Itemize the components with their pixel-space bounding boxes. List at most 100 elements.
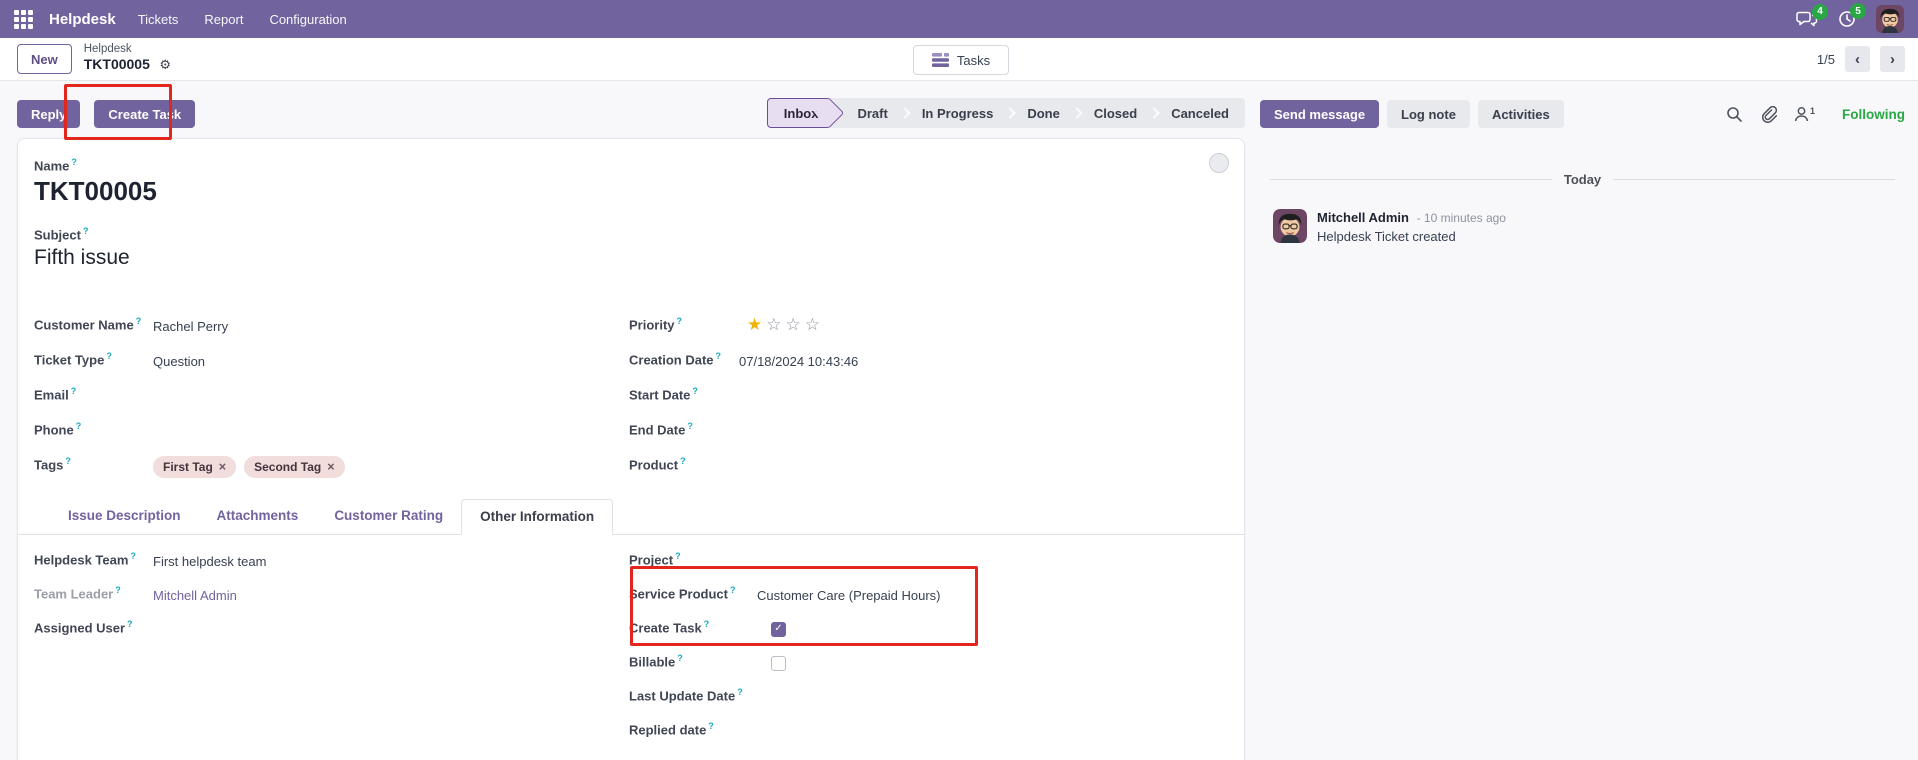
priority-stars: ★ ☆ ☆ ☆ <box>747 315 820 335</box>
followers-icon[interactable]: 1 <box>1794 106 1815 122</box>
service-product-label: Service Product? <box>629 584 736 601</box>
new-button[interactable]: New <box>17 44 72 74</box>
log-note-button[interactable]: Log note <box>1387 100 1470 128</box>
breadcrumb-parent[interactable]: Helpdesk <box>83 43 132 56</box>
app-name[interactable]: Helpdesk <box>49 10 116 28</box>
status-draft[interactable]: Draft <box>857 105 888 121</box>
chatter-header: Send message Log note Activities 1 <box>1260 100 1905 128</box>
product-label: Product? <box>629 455 686 472</box>
tag-pill[interactable]: Second Tag × <box>244 455 345 478</box>
tasks-stat-button[interactable]: Tasks <box>913 45 1009 75</box>
tab-customer-rating[interactable]: Customer Rating <box>334 507 444 523</box>
ticket-type-value[interactable]: Question <box>153 353 206 369</box>
last-update-date-label: Last Update Date? <box>629 686 743 703</box>
menu-tickets[interactable]: Tickets <box>137 11 179 27</box>
pager-next-button[interactable]: › <box>1880 46 1905 72</box>
menu-configuration[interactable]: Configuration <box>269 11 347 27</box>
fields-right-column: Priority? ★ ☆ ☆ ☆ Creation Date? 07/18/2… <box>629 315 1228 491</box>
status-inbox[interactable]: Inbox <box>766 98 832 128</box>
help-marker: ? <box>70 385 77 396</box>
star-filled-icon[interactable]: ★ <box>747 314 763 334</box>
help-marker: ? <box>692 385 698 396</box>
activities-icon[interactable]: 5 <box>1838 3 1866 28</box>
help-marker: ? <box>737 686 743 697</box>
attachments-icon[interactable] <box>1760 105 1777 123</box>
customer-name-value[interactable]: Rachel Perry <box>153 318 229 334</box>
message-author-avatar[interactable] <box>1273 209 1307 243</box>
field-start-date: Start Date? <box>629 386 1228 408</box>
send-message-button[interactable]: Send message <box>1260 100 1380 128</box>
field-grid: Customer Name? Rachel Perry Ticket Type?… <box>34 315 1228 491</box>
pager-count: 1/5 <box>1816 51 1835 67</box>
create-task-button[interactable]: Create Task <box>94 100 196 128</box>
field-assigned-user: Assigned User? <box>34 619 629 641</box>
tasks-stat-label: Tasks <box>956 52 991 68</box>
message-author[interactable]: Mitchell Admin <box>1317 210 1409 225</box>
field-priority: Priority? ★ ☆ ☆ ☆ <box>629 315 1228 338</box>
create-task-label: Create Task? <box>629 618 710 635</box>
priority-label: Priority? <box>629 315 683 332</box>
topbar-menus: Tickets Report Configuration <box>138 12 347 27</box>
ticket-name[interactable]: TKT00005 <box>34 176 157 207</box>
replied-date-label: Replied date? <box>629 720 714 737</box>
customer-name-label: Customer Name? <box>34 315 142 332</box>
ticket-type-label: Ticket Type? <box>34 350 112 367</box>
field-end-date: End Date? <box>629 421 1228 443</box>
breadcrumb-current: TKT00005 <box>83 56 150 73</box>
chatter-tools: 1 Following <box>1726 105 1905 123</box>
field-email: Email? <box>34 386 629 408</box>
star-empty-icon[interactable]: ☆ <box>804 314 820 334</box>
activities-badge: 5 <box>1850 3 1866 19</box>
pager-previous-button[interactable]: ‹ <box>1845 46 1870 72</box>
star-empty-icon[interactable]: ☆ <box>785 314 801 334</box>
other-info-right-column: Project? Service Product? Customer Care … <box>629 551 1228 755</box>
user-avatar[interactable] <box>1876 5 1904 33</box>
field-billable: Billable? <box>629 653 1228 675</box>
help-marker: ? <box>715 350 722 361</box>
top-navbar: Helpdesk Tickets Report Configuration 4 <box>0 0 1918 38</box>
status-canceled[interactable]: Canceled <box>1171 105 1229 121</box>
kanban-state-icon[interactable] <box>1209 153 1229 173</box>
tag-remove-icon[interactable]: × <box>327 459 335 474</box>
tab-issue-description[interactable]: Issue Description <box>68 507 181 523</box>
actions-gear-icon[interactable]: ⚙ <box>159 57 171 73</box>
service-product-value[interactable]: Customer Care (Prepaid Hours) <box>757 587 941 603</box>
creation-date-value[interactable]: 07/18/2024 10:43:46 <box>739 353 859 369</box>
following-toggle[interactable]: Following <box>1842 106 1905 122</box>
create-task-checkbox[interactable]: ✓ <box>771 621 786 637</box>
other-information-panel: Helpdesk Team? First helpdesk team Team … <box>34 535 1228 755</box>
status-in-progress[interactable]: In Progress <box>921 105 994 121</box>
help-marker: ? <box>708 720 714 731</box>
field-ticket-type: Ticket Type? Question <box>34 351 629 373</box>
apps-grid-icon[interactable] <box>14 9 33 29</box>
ticket-form-sheet: Name? TKT00005 Subject? Fifth issue Cust… <box>17 138 1245 760</box>
help-marker: ? <box>135 315 142 326</box>
end-date-label: End Date? <box>629 420 693 437</box>
tag-remove-icon[interactable]: × <box>218 459 227 474</box>
star-empty-icon[interactable]: ☆ <box>766 314 782 334</box>
reply-button[interactable]: Reply <box>17 100 81 128</box>
field-customer-name: Customer Name? Rachel Perry <box>34 316 629 338</box>
tasks-icon <box>931 53 949 67</box>
status-done[interactable]: Done <box>1027 105 1060 121</box>
activities-button[interactable]: Activities <box>1477 100 1564 128</box>
messages-icon[interactable]: 4 <box>1796 3 1828 28</box>
tag-label: First Tag <box>163 459 213 474</box>
team-leader-value[interactable]: Mitchell Admin <box>153 587 237 603</box>
field-creation-date: Creation Date? 07/18/2024 10:43:46 <box>629 351 1228 373</box>
help-marker: ? <box>71 157 77 167</box>
search-messages-icon[interactable] <box>1726 106 1743 123</box>
billable-checkbox[interactable] <box>771 655 786 671</box>
helpdesk-team-label: Helpdesk Team? <box>34 550 136 567</box>
tab-attachments[interactable]: Attachments <box>216 507 299 523</box>
menu-report[interactable]: Report <box>204 11 244 27</box>
tag-pill[interactable]: First Tag × <box>153 455 237 478</box>
message-content: Mitchell Admin - 10 minutes ago Helpdesk… <box>1317 209 1506 244</box>
followers-count: 1 <box>1809 106 1815 116</box>
helpdesk-team-value[interactable]: First helpdesk team <box>153 553 267 569</box>
date-divider: Today <box>1260 172 1905 187</box>
ticket-subject[interactable]: Fifth issue <box>34 245 130 269</box>
tab-other-information[interactable]: Other Information <box>461 498 614 535</box>
status-closed[interactable]: Closed <box>1093 105 1138 121</box>
